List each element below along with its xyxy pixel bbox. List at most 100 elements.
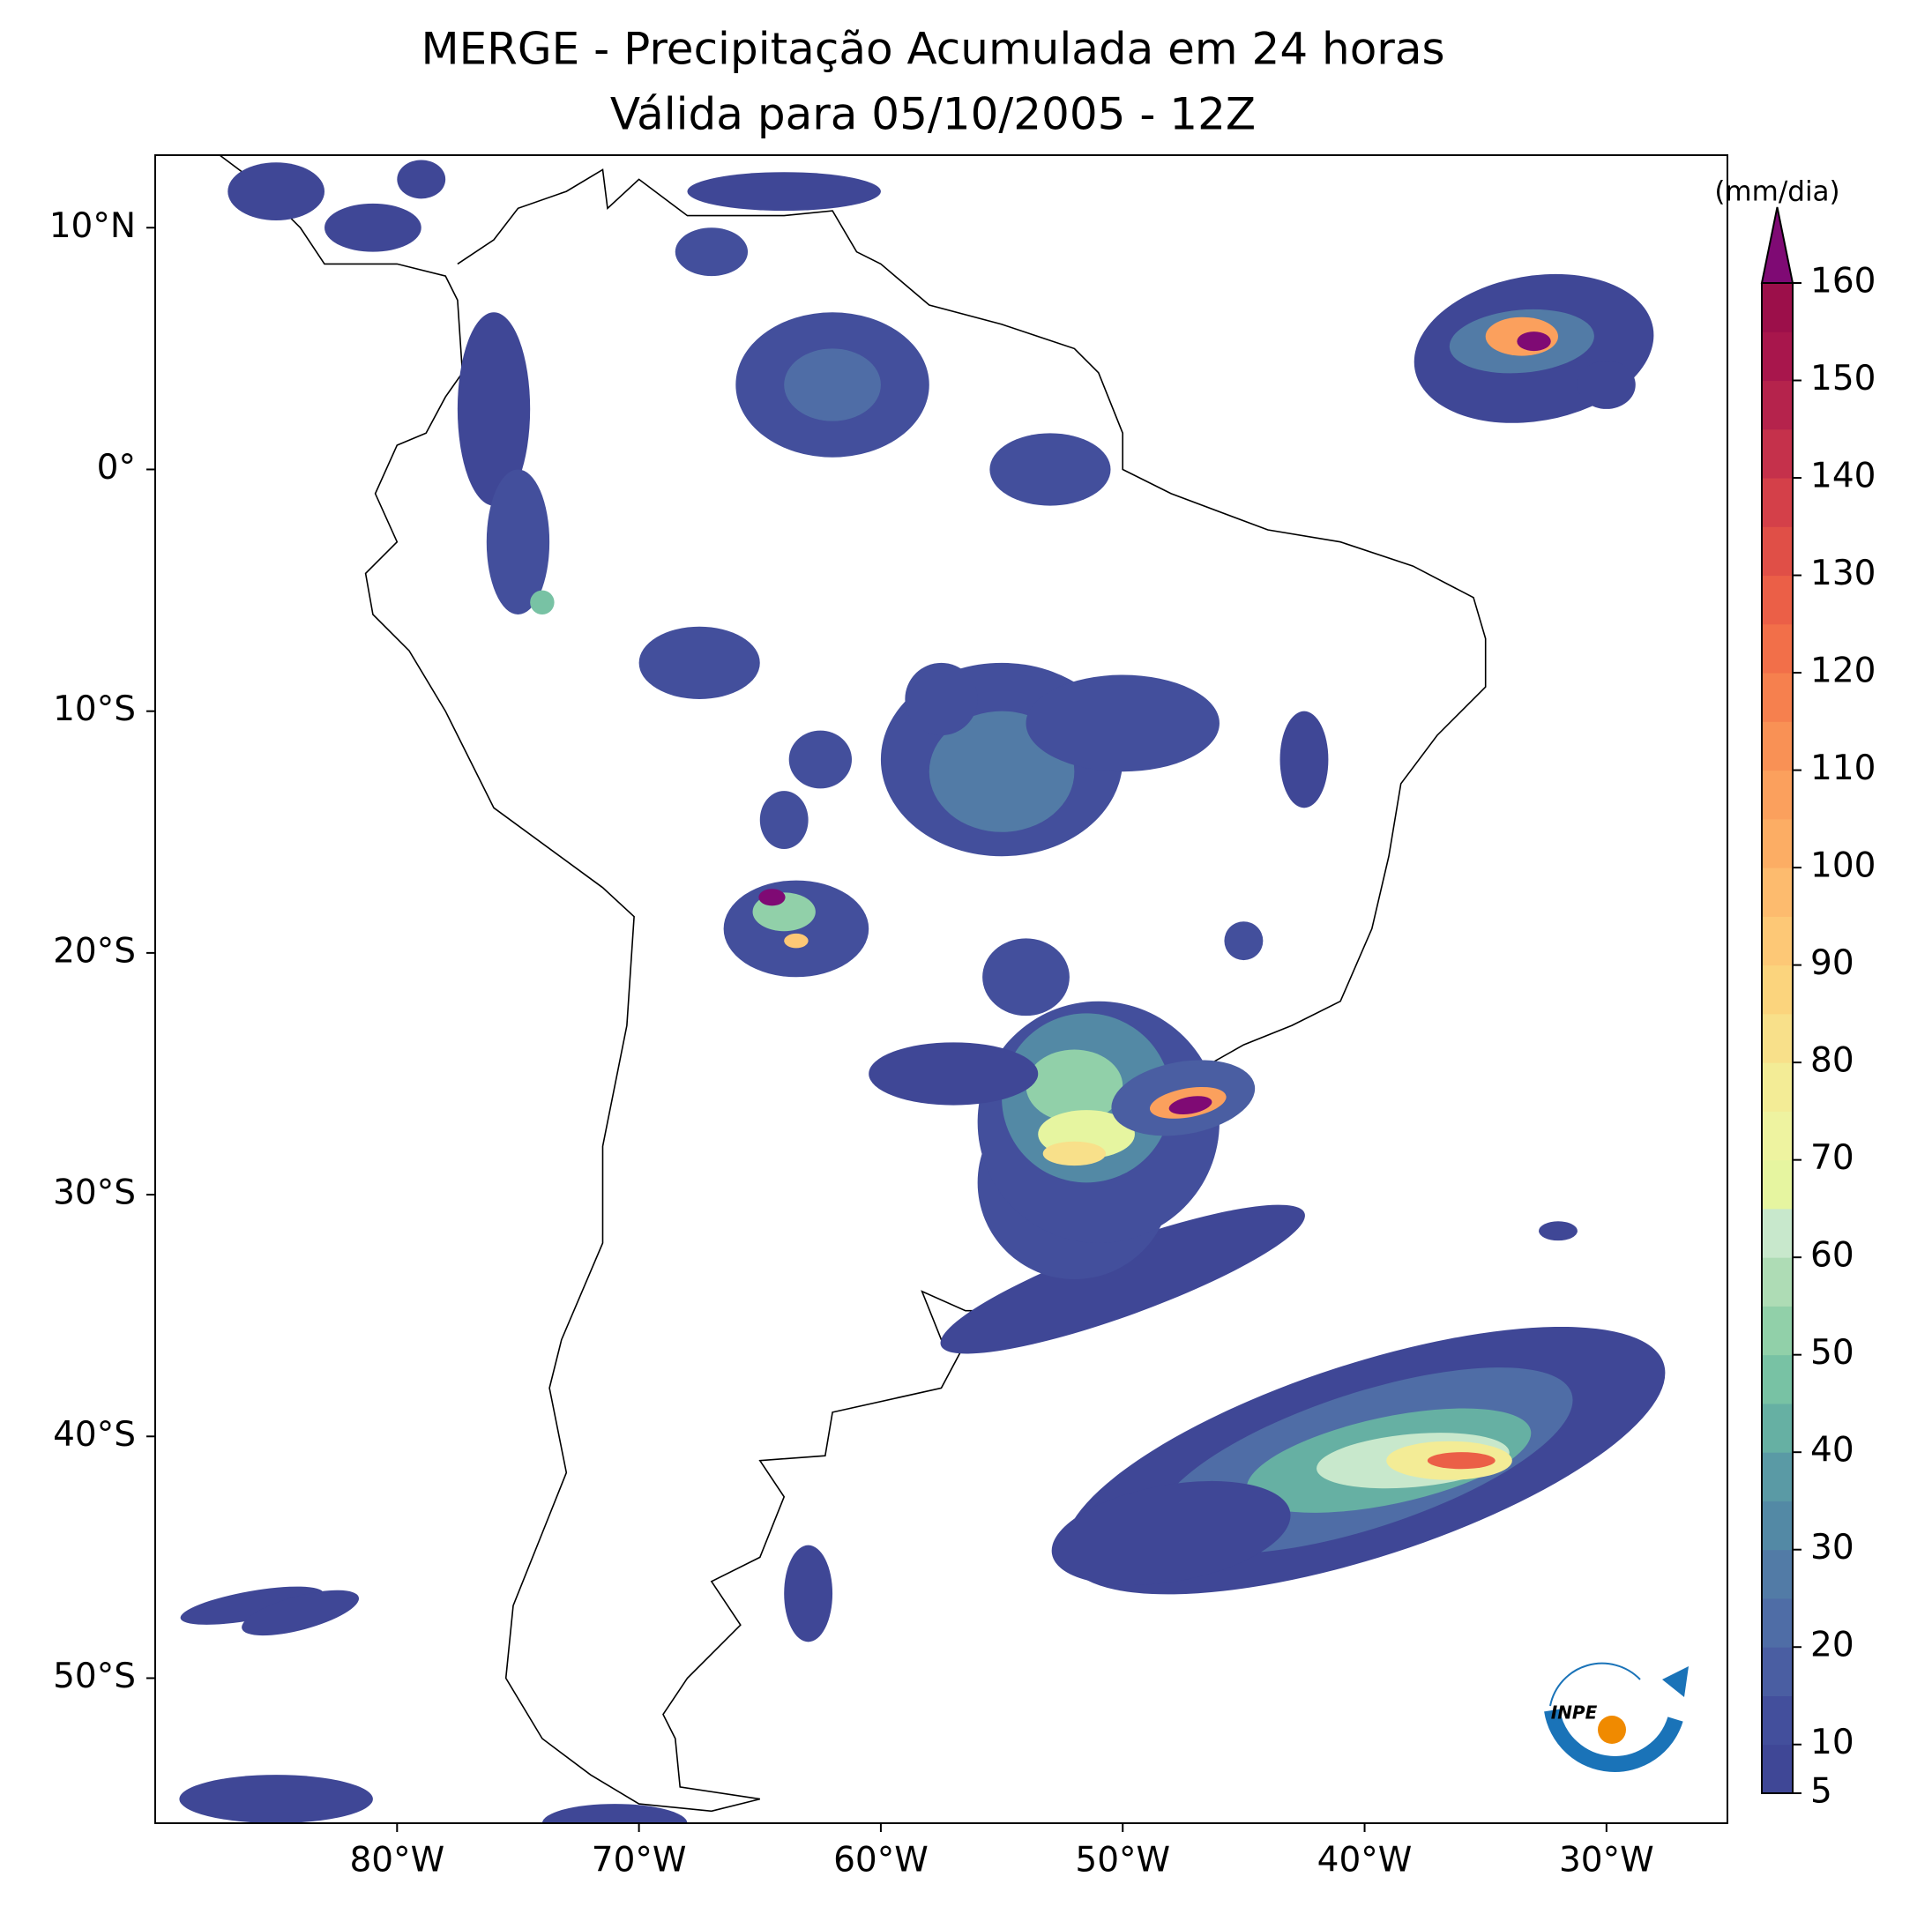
map-area [179, 155, 1666, 1823]
colorbar-band [1762, 331, 1793, 382]
precipitation-area [687, 172, 881, 212]
precipitation-area [228, 162, 325, 221]
coastline [218, 155, 1487, 1813]
colorbar-band [1762, 916, 1793, 966]
precipitation-area [1026, 674, 1220, 772]
colorbar-band [1762, 1452, 1793, 1501]
colorbar-band [1762, 1111, 1793, 1161]
colorbar-tick-label: 130 [1810, 554, 1876, 593]
precipitation-area [784, 348, 881, 421]
x-tick-label: 30°W [1559, 1841, 1654, 1880]
colorbar-tick-label: 160 [1810, 262, 1876, 302]
precipitation-area [758, 889, 786, 906]
precipitation-area [759, 791, 809, 849]
colorbar-band [1762, 1354, 1793, 1404]
map-frame [154, 154, 1728, 1824]
colorbar-band [1762, 380, 1793, 430]
colorbar-band [1762, 1549, 1793, 1599]
precipitation-area [1279, 711, 1329, 808]
colorbar-band [1762, 478, 1793, 527]
colorbar-tick-label: 140 [1810, 457, 1876, 496]
colorbar-band [1762, 283, 1793, 332]
colorbar-band [1762, 1013, 1793, 1063]
precipitation-area [869, 1042, 1039, 1106]
precipitation-area [1224, 921, 1264, 961]
colorbar-label: (mm/dia) [1714, 176, 1839, 208]
precipitation-area [1539, 1221, 1578, 1241]
colorbar-band [1762, 1062, 1793, 1112]
colorbar-band [1762, 818, 1793, 868]
colorbar-band [1762, 721, 1793, 771]
precipitation-area [242, 1590, 360, 1636]
precipitation-area [486, 469, 550, 614]
precipitation-area [457, 312, 531, 506]
colorbar-tick-label: 10 [1810, 1723, 1854, 1762]
x-tick-label: 40°W [1317, 1841, 1413, 1880]
logo: INPE [1544, 1662, 1689, 1772]
map-subtitle: Válida para 05/10/2005 - 12Z [610, 89, 1256, 140]
precipitation-area [180, 1586, 324, 1625]
x-tick-label: 50°W [1075, 1841, 1170, 1880]
colorbar-tick-label: 50 [1810, 1333, 1854, 1373]
colorbar-band [1762, 1208, 1793, 1258]
y-tick-label: 10°N [49, 206, 136, 246]
colorbar-band [1762, 428, 1793, 479]
colorbar-band [1762, 1695, 1793, 1746]
logo-arc [1544, 1709, 1683, 1772]
logo-sun [1598, 1716, 1626, 1744]
colorbar-band [1762, 526, 1793, 577]
colorbar-band [1762, 1403, 1793, 1453]
y-tick-label: 20°S [53, 931, 136, 971]
precipitation-area [324, 203, 421, 252]
precipitation-area [675, 227, 749, 277]
y-tick-label: 10°S [53, 689, 136, 729]
colorbar-band [1762, 1501, 1793, 1551]
colorbar-tick-label: 20 [1810, 1626, 1854, 1665]
precipitation-area [982, 938, 1070, 1017]
colorbar-tick-label: 90 [1810, 943, 1854, 983]
y-tick-label: 40°S [53, 1415, 136, 1455]
precipitation-area [1168, 1096, 1212, 1114]
colorbar-band [1762, 868, 1793, 917]
map-title: MERGE - Precipitação Acumulada em 24 hor… [421, 24, 1444, 75]
precipitation-area [1577, 361, 1636, 409]
colorbar-tick-label: 30 [1810, 1528, 1854, 1568]
y-tick-label: 0° [97, 448, 136, 488]
logo-arrow [1662, 1666, 1689, 1697]
precipitation-area [638, 626, 760, 699]
logo-orbit [1549, 1662, 1641, 1707]
colorbar-extend [1760, 206, 1794, 284]
colorbar-tick-label: 40 [1810, 1431, 1854, 1471]
precipitation-area [397, 160, 446, 199]
colorbar-band [1762, 575, 1793, 625]
precipitation-area [940, 1204, 1305, 1354]
colorbar-tick-label: 70 [1810, 1138, 1854, 1178]
colorbar-tick-label: 110 [1810, 748, 1876, 788]
y-tick-label: 50°S [53, 1657, 136, 1696]
precipitation-area [1026, 1049, 1123, 1122]
colorbar-band [1762, 1744, 1793, 1794]
colorbar-frame [1761, 283, 1794, 1794]
precipitation-area [1517, 331, 1551, 352]
precipitation-area [788, 730, 853, 789]
colorbar-band [1762, 1647, 1793, 1696]
x-tick-label: 60°W [833, 1841, 929, 1880]
y-tick-label: 30°S [53, 1173, 136, 1213]
colorbar-band [1762, 623, 1793, 674]
logo-text: INPE [1551, 1702, 1598, 1724]
colorbar-tick-label: 120 [1810, 652, 1876, 691]
colorbar-tick-label: 60 [1810, 1236, 1854, 1276]
precipitation-area [1042, 1141, 1107, 1166]
colorbar-band [1762, 673, 1793, 722]
colorbar-band [1762, 1597, 1793, 1648]
precipitation-area [905, 662, 978, 736]
colorbar-band [1762, 770, 1793, 820]
precipitation-area [1051, 1480, 1291, 1585]
precipitation-area [541, 1804, 688, 1823]
colorbar-tick-label: 80 [1810, 1041, 1854, 1081]
colorbar-band [1762, 1306, 1793, 1356]
x-tick-label: 70°W [592, 1841, 687, 1880]
colorbar-band [1762, 964, 1793, 1015]
colorbar-tick-label: 5 [1810, 1772, 1832, 1812]
